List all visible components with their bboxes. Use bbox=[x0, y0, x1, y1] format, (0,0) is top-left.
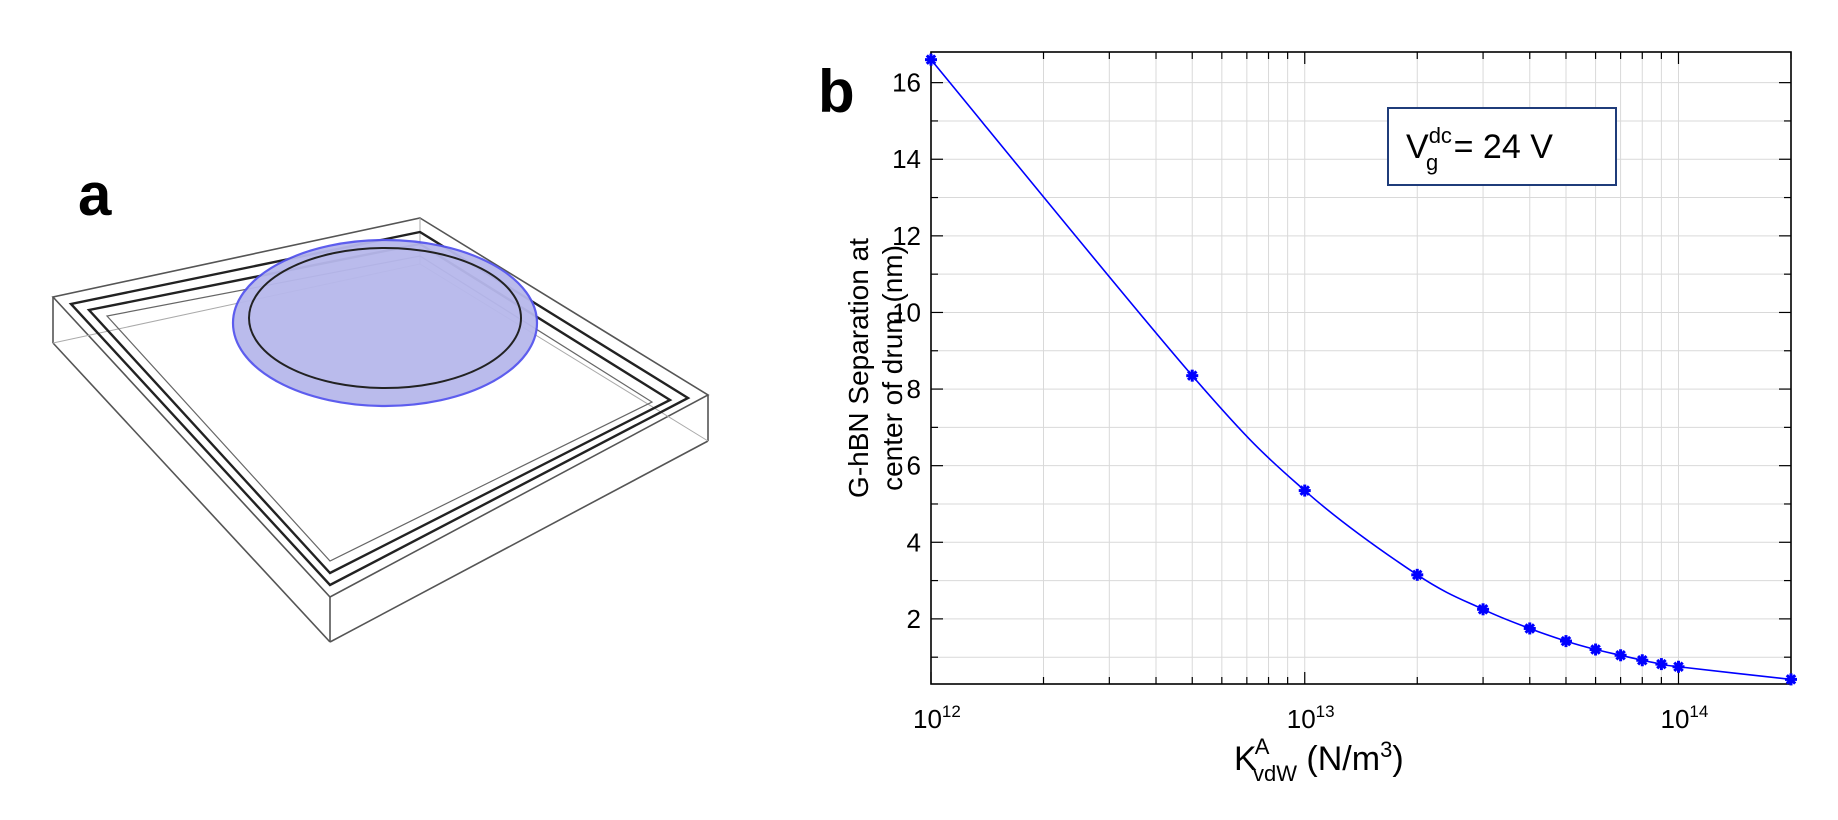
annotation-sub: g bbox=[1426, 150, 1438, 175]
series-line bbox=[930, 59, 1792, 681]
data-point bbox=[1614, 649, 1627, 662]
data-point bbox=[1672, 660, 1685, 673]
y-tick-label: 16 bbox=[892, 68, 921, 98]
data-point bbox=[925, 53, 937, 66]
annotation-main: V bbox=[1406, 128, 1429, 166]
data-point bbox=[1186, 369, 1199, 382]
drum-schematic bbox=[51, 217, 710, 643]
xlabel-unit-sup: 3 bbox=[1380, 737, 1392, 762]
x-tick-label: 1012 bbox=[913, 702, 961, 734]
data-point bbox=[1589, 643, 1602, 656]
xlabel-unit-post: ) bbox=[1392, 740, 1403, 778]
x-tick-label: 1013 bbox=[1287, 702, 1335, 734]
panel-label-a: a bbox=[78, 161, 112, 228]
voltage-annotation: Vdc g = 24 V bbox=[1387, 107, 1617, 186]
xlabel-sup: A bbox=[1255, 734, 1270, 759]
x-tick-label: 1014 bbox=[1660, 702, 1708, 734]
y-tick-label: 4 bbox=[907, 527, 921, 557]
y-tick-label: 2 bbox=[907, 604, 921, 634]
data-point bbox=[1298, 484, 1311, 497]
data-point bbox=[1559, 635, 1572, 648]
data-point bbox=[1477, 603, 1490, 616]
x-axis-label: KA vdW (N/m3) bbox=[1234, 734, 1404, 786]
y-axis-label: G-hBN Separation at center of drum (nm) bbox=[843, 238, 908, 498]
ylabel-line1: G-hBN Separation at bbox=[843, 238, 874, 498]
annotation-sup: dc bbox=[1429, 123, 1452, 148]
plot-frame bbox=[930, 51, 1792, 685]
xlabel-unit-pre: (N/m bbox=[1297, 740, 1380, 778]
data-point bbox=[1523, 622, 1536, 635]
series bbox=[925, 53, 1797, 686]
data-point bbox=[1636, 654, 1649, 667]
xlabel-sub: vdW bbox=[1253, 761, 1297, 786]
y-tick-label: 14 bbox=[892, 144, 921, 174]
data-point bbox=[1411, 568, 1424, 581]
grid bbox=[930, 52, 1792, 684]
membrane-disk bbox=[231, 238, 539, 408]
annotation-rest: = 24 V bbox=[1444, 128, 1553, 166]
y-tick-label: 6 bbox=[907, 451, 921, 481]
y-tick-label: 8 bbox=[907, 374, 921, 404]
xlabel-main: K bbox=[1234, 740, 1257, 778]
ylabel-line2: center of drum (nm) bbox=[877, 245, 908, 491]
panel-label-b: b bbox=[818, 58, 855, 125]
data-point bbox=[1655, 658, 1668, 671]
y-tick-label: 12 bbox=[892, 221, 921, 251]
data-point bbox=[1785, 673, 1797, 686]
electrode-rings bbox=[68, 230, 691, 587]
y-tick-label: 10 bbox=[892, 297, 921, 327]
